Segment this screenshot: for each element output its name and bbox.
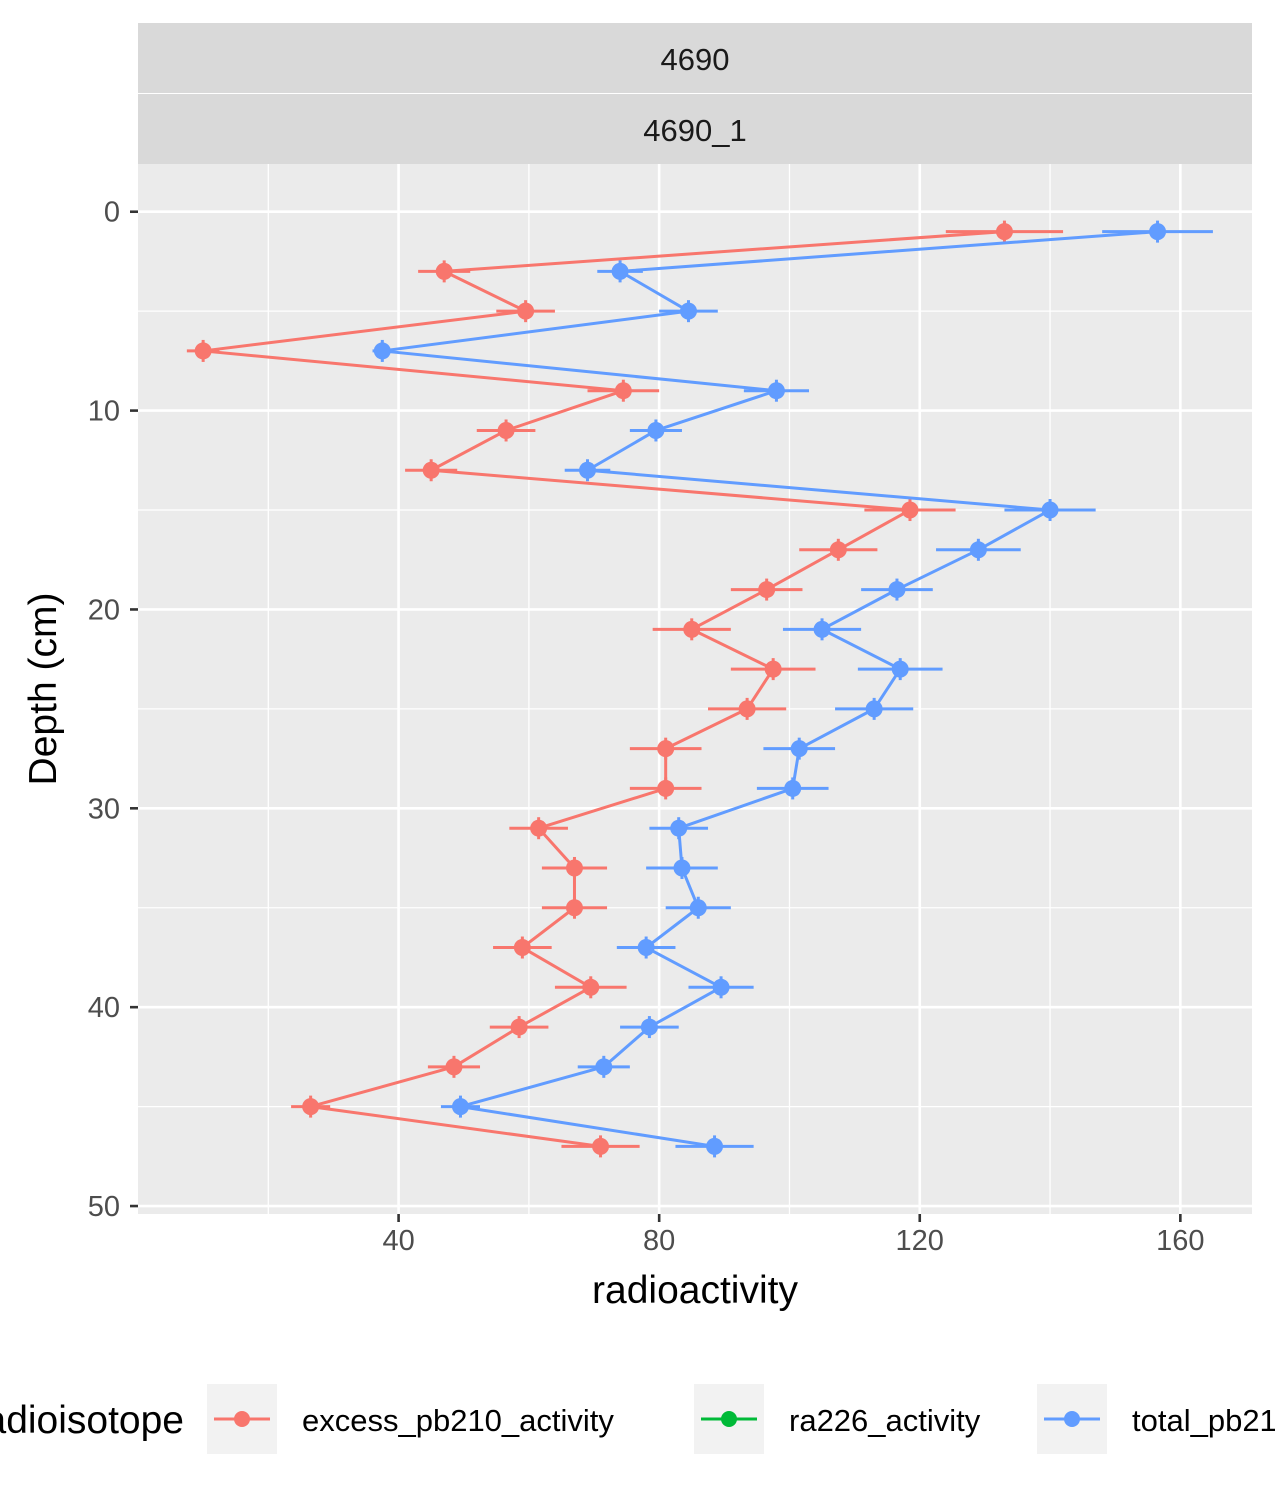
- data-point: [657, 780, 674, 797]
- data-point: [615, 382, 632, 399]
- data-point: [713, 979, 730, 996]
- data-point: [791, 740, 808, 757]
- data-point: [657, 740, 674, 757]
- y-tick-label: 10: [88, 396, 120, 428]
- data-point: [901, 502, 918, 519]
- legend-label-excess-pb210: excess_pb210_activity: [302, 1403, 614, 1438]
- y-tick-label: 0: [104, 197, 120, 229]
- data-point: [638, 939, 655, 956]
- data-point: [436, 263, 453, 280]
- data-point: [866, 700, 883, 717]
- data-point: [670, 820, 687, 837]
- data-point: [452, 1098, 469, 1115]
- facet-strip-top-label: 4690: [661, 42, 730, 77]
- data-point: [830, 541, 847, 558]
- y-tick-label: 40: [88, 992, 120, 1024]
- data-point: [739, 700, 756, 717]
- data-point: [302, 1098, 319, 1115]
- data-point: [784, 780, 801, 797]
- data-point: [592, 1138, 609, 1155]
- data-point: [566, 859, 583, 876]
- x-tick-label: 40: [382, 1225, 414, 1257]
- data-point: [1042, 502, 1059, 519]
- legend-label-ra226: ra226_activity: [789, 1403, 981, 1438]
- data-point: [612, 263, 629, 280]
- data-point: [595, 1058, 612, 1075]
- data-point: [579, 462, 596, 479]
- legend-key-point-excess-pb210: [234, 1411, 250, 1427]
- x-tick-label: 160: [1156, 1225, 1204, 1257]
- data-point: [683, 621, 700, 638]
- y-tick-label: 50: [88, 1191, 120, 1223]
- data-point: [195, 342, 212, 359]
- data-point: [445, 1058, 462, 1075]
- x-tick-label: 80: [643, 1225, 675, 1257]
- legend-key-point-ra226: [721, 1411, 737, 1427]
- y-axis-title: Depth (cm): [22, 593, 65, 786]
- data-point: [892, 661, 909, 678]
- data-point: [758, 581, 775, 598]
- data-point: [690, 899, 707, 916]
- data-point: [680, 303, 697, 320]
- data-point: [996, 223, 1013, 240]
- plot-panel: [138, 164, 1252, 1214]
- data-point: [498, 422, 515, 439]
- data-point: [530, 820, 547, 837]
- data-point: [706, 1138, 723, 1155]
- data-point: [517, 303, 534, 320]
- data-point: [768, 382, 785, 399]
- legend-label-total-pb210: total_pb210_activity: [1132, 1403, 1275, 1438]
- y-tick-label: 20: [88, 594, 120, 626]
- data-point: [647, 422, 664, 439]
- data-point: [814, 621, 831, 638]
- data-point: [888, 581, 905, 598]
- data-point: [514, 939, 531, 956]
- data-point: [673, 859, 690, 876]
- data-point: [511, 1019, 528, 1036]
- y-tick-label: 30: [88, 793, 120, 825]
- legend-key-point-total-pb210: [1064, 1411, 1080, 1427]
- facet-strip-bottom-label: 4690_1: [643, 113, 746, 148]
- data-point: [374, 342, 391, 359]
- data-point: [970, 541, 987, 558]
- data-point: [641, 1019, 658, 1036]
- legend-title: radioisotope: [0, 1399, 184, 1442]
- x-axis-title: radioactivity: [592, 1269, 798, 1312]
- data-point: [423, 462, 440, 479]
- data-point: [1149, 223, 1166, 240]
- data-point: [582, 979, 599, 996]
- x-tick-label: 120: [896, 1225, 944, 1257]
- data-point: [566, 899, 583, 916]
- data-point: [765, 661, 782, 678]
